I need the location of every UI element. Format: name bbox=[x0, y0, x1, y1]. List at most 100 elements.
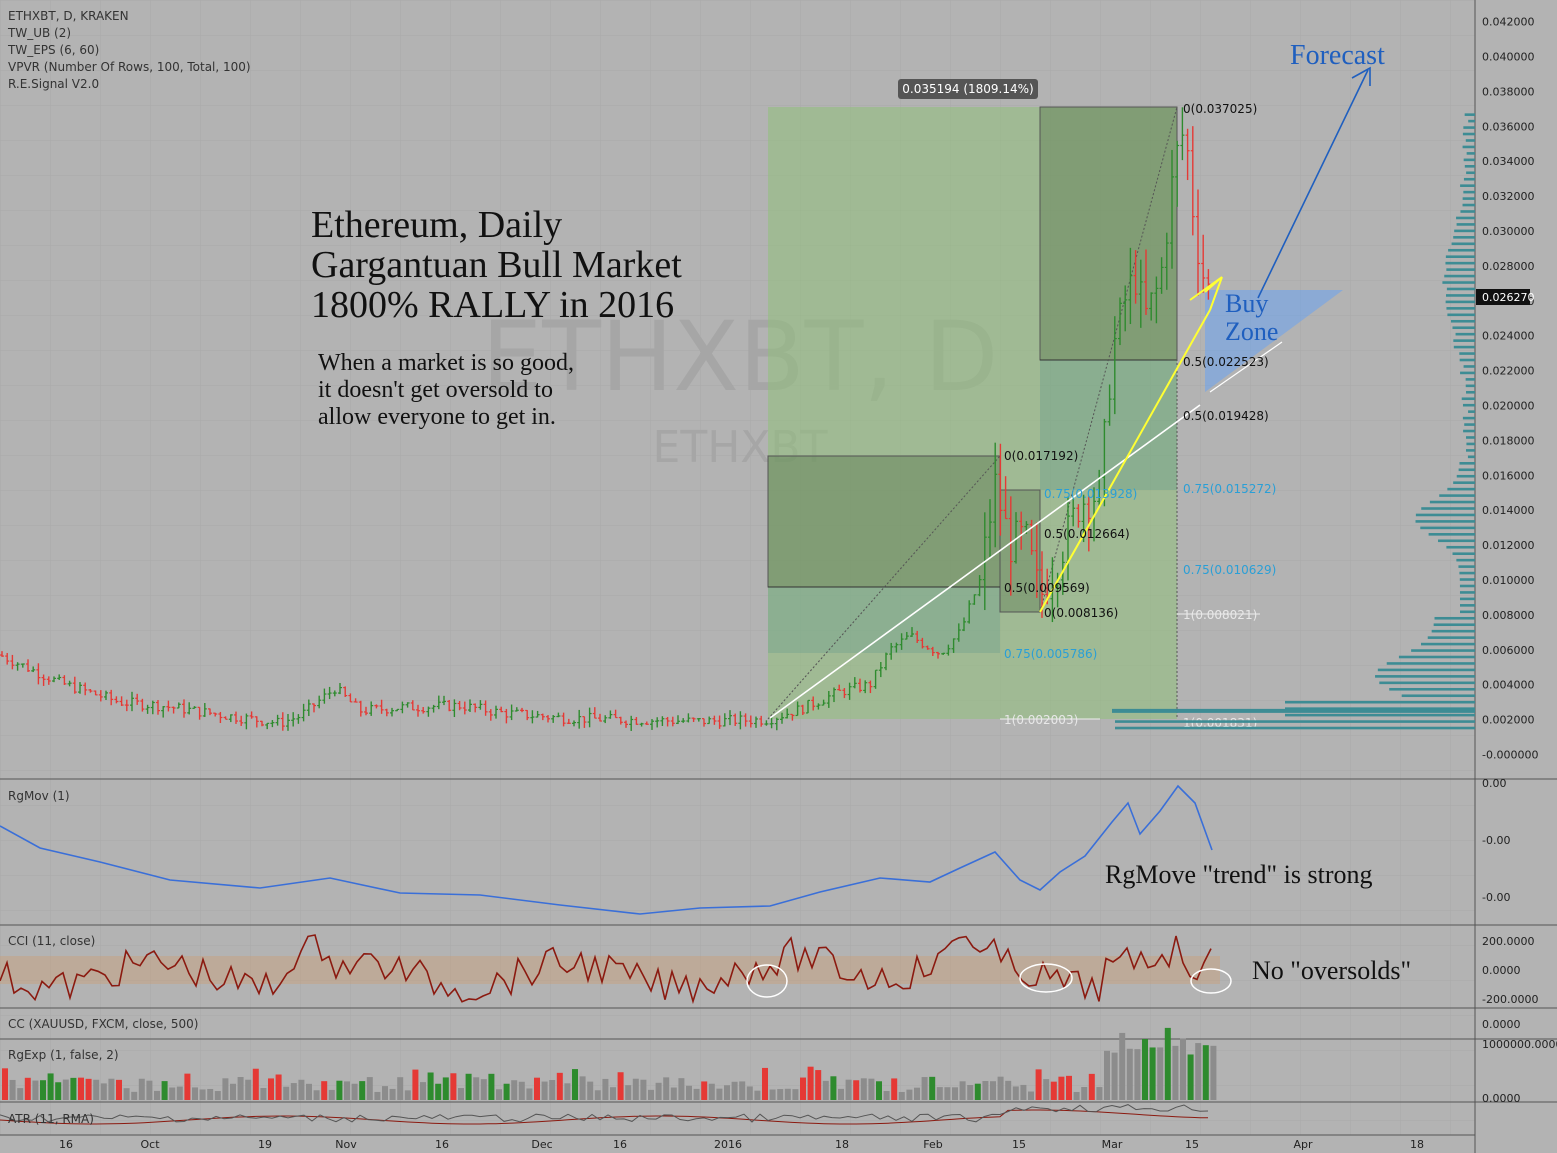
rgexp-bar bbox=[838, 1088, 844, 1100]
atr-legend[interactable]: ATR (11, RMA) bbox=[8, 1112, 94, 1126]
indicator-legend[interactable]: VPVR (Number Of Rows, 100, Total, 100) bbox=[8, 60, 251, 74]
profile-bar bbox=[1461, 397, 1475, 401]
profile-bar bbox=[1459, 591, 1475, 594]
rgexp-bar bbox=[1210, 1045, 1217, 1100]
rgexp-bar bbox=[40, 1080, 46, 1100]
price-tick: 0.010000 bbox=[1482, 574, 1535, 587]
indicator-legend[interactable]: TW_EPS (6, 60) bbox=[8, 43, 100, 57]
symbol-legend[interactable]: ETHXBT, D, KRAKEN bbox=[8, 9, 129, 23]
rgexp-bar bbox=[632, 1078, 639, 1100]
profile-bar bbox=[1466, 436, 1475, 439]
price-tick: 0.006000 bbox=[1482, 644, 1535, 657]
profile-bar bbox=[1466, 171, 1475, 175]
indicator-legend[interactable]: R.E.Signal V2.0 bbox=[8, 77, 100, 91]
cci-legend[interactable]: CCI (11, close) bbox=[8, 934, 96, 948]
rgexp-bar bbox=[85, 1078, 92, 1100]
rgexp-bar bbox=[678, 1078, 685, 1100]
rgexp-bar bbox=[1134, 1049, 1141, 1100]
profile-bar bbox=[1439, 494, 1475, 497]
price-tick: -0.000000 bbox=[1482, 749, 1538, 762]
rgexp-bar bbox=[549, 1080, 556, 1100]
rgexp-bar bbox=[1149, 1047, 1156, 1100]
rgexp-bar bbox=[686, 1085, 692, 1100]
buy-zone-triangle[interactable] bbox=[1205, 290, 1343, 392]
price-tick: 0.008000 bbox=[1482, 609, 1535, 622]
rgexp-bar bbox=[746, 1086, 753, 1100]
rgexp-bar bbox=[564, 1083, 571, 1100]
rgmov-note: RgMove "trend" is strong bbox=[1105, 860, 1373, 889]
price-tick: 0.036000 bbox=[1482, 120, 1535, 133]
rgmov-tick: -0.00 bbox=[1482, 834, 1510, 847]
fib-range-boxes bbox=[767, 106, 1260, 720]
volume-profile bbox=[1112, 113, 1475, 730]
rgexp-bar bbox=[959, 1081, 966, 1100]
atr-signal-line bbox=[0, 1104, 1209, 1123]
time-tick: Dec bbox=[531, 1138, 552, 1151]
fib-label: 0.75(0.013928) bbox=[1044, 487, 1137, 501]
rgexp-bar bbox=[1066, 1075, 1072, 1100]
profile-bar bbox=[1464, 113, 1475, 116]
profile-bar bbox=[1444, 274, 1475, 278]
grid-background bbox=[0, 0, 1475, 1135]
indicator-legend[interactable]: TW_UB (2) bbox=[8, 26, 72, 40]
rgexp-bar bbox=[131, 1091, 138, 1100]
rgexp-bar bbox=[518, 1081, 525, 1100]
rgexp-legend[interactable]: RgExp (1, false, 2) bbox=[8, 1048, 119, 1062]
rgexp-bar bbox=[556, 1072, 563, 1100]
price-tick: 0.032000 bbox=[1482, 190, 1535, 203]
price-tick: 0.004000 bbox=[1482, 679, 1535, 692]
time-tick: 16 bbox=[435, 1138, 449, 1151]
rgexp-bar bbox=[906, 1089, 913, 1100]
rgexp-bar bbox=[1202, 1045, 1209, 1100]
rgexp-bar bbox=[1081, 1087, 1088, 1100]
rgexp-bar bbox=[1172, 1045, 1179, 1100]
rgexp-bar bbox=[610, 1087, 616, 1100]
rgexp-bar bbox=[230, 1083, 236, 1100]
yellow-trendline[interactable] bbox=[1039, 309, 1211, 613]
note-annotation: When a market is so good, it doesn't get… bbox=[318, 350, 574, 430]
profile-bar bbox=[1398, 655, 1475, 659]
fib-label: 0.75(0.015272) bbox=[1183, 482, 1276, 496]
rgexp-bar bbox=[70, 1077, 77, 1100]
rgmov-line bbox=[0, 784, 1213, 915]
rgexp-bar bbox=[731, 1081, 738, 1100]
rgexp-bar bbox=[936, 1087, 943, 1100]
fib-label: 1(0.001831) bbox=[1183, 716, 1257, 730]
white-trendline[interactable] bbox=[769, 404, 1201, 719]
rgexp-bar bbox=[1187, 1054, 1194, 1100]
forecast-arrow[interactable] bbox=[1257, 69, 1369, 299]
rgexp-bar bbox=[336, 1080, 343, 1100]
profile-bar bbox=[1463, 177, 1475, 181]
profile-bar bbox=[1459, 462, 1475, 465]
rgexp-bar bbox=[176, 1086, 183, 1100]
profile-bar bbox=[1442, 281, 1475, 284]
white-trendline-extension[interactable] bbox=[1209, 341, 1283, 393]
forecast-arrow-head bbox=[1351, 66, 1371, 86]
rgexp-bar bbox=[579, 1076, 586, 1100]
profile-bar bbox=[1465, 139, 1475, 142]
profile-bar bbox=[1447, 487, 1475, 491]
profile-bar bbox=[1421, 642, 1475, 646]
price-tick: 0.024000 bbox=[1482, 330, 1535, 343]
rgexp-bar bbox=[366, 1077, 373, 1100]
profile-bar bbox=[1459, 358, 1475, 362]
profile-bar bbox=[1465, 449, 1475, 452]
profile-bar bbox=[1434, 616, 1475, 620]
fib-label: 0.5(0.019428) bbox=[1183, 409, 1269, 423]
profile-bar bbox=[1447, 313, 1475, 317]
rgexp-bar bbox=[792, 1089, 799, 1100]
cc-legend[interactable]: CC (XAUUSD, FXCM, close, 500) bbox=[8, 1017, 199, 1031]
time-tick: 15 bbox=[1185, 1138, 1199, 1151]
rgexp-bar bbox=[404, 1090, 411, 1100]
rgexp-bar bbox=[427, 1072, 434, 1100]
profile-bar bbox=[1459, 571, 1475, 575]
rgexp-bar bbox=[62, 1079, 69, 1100]
profile-bar bbox=[1464, 165, 1475, 168]
price-tick: 0.038000 bbox=[1482, 85, 1535, 98]
rgmov-legend[interactable]: RgMov (1) bbox=[8, 789, 70, 803]
profile-bar bbox=[1468, 410, 1475, 413]
cci-axis: 200.0000 0.0000 -200.0000 bbox=[1482, 935, 1538, 1006]
rgexp-bar bbox=[116, 1079, 122, 1100]
profile-bar bbox=[1459, 610, 1475, 614]
